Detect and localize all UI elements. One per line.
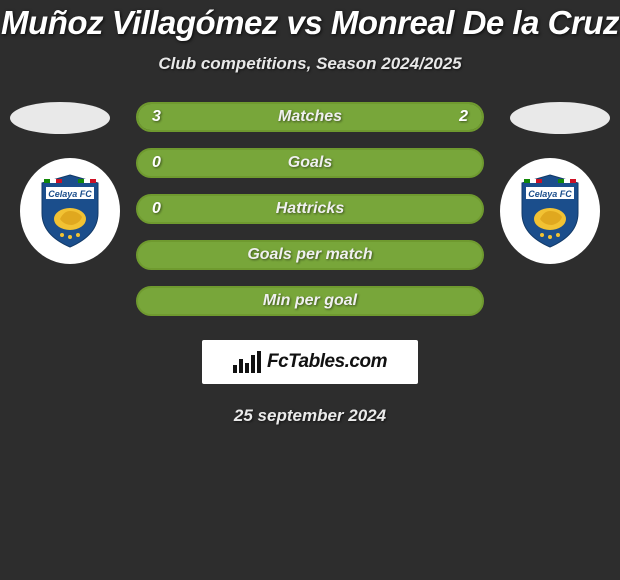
compare-area: Celaya FC: [0, 102, 620, 426]
stat-label: Goals: [288, 154, 332, 172]
stat-label: Goals per match: [247, 246, 372, 264]
stat-row-min-per-goal: Min per goal: [136, 286, 484, 316]
stat-value-right: 2: [459, 104, 468, 130]
shield-icon: Celaya FC: [38, 173, 102, 249]
svg-text:Celaya FC: Celaya FC: [48, 189, 92, 199]
stat-value-left: 3: [152, 104, 161, 130]
stat-row-matches: 3 Matches 2: [136, 102, 484, 132]
stats-list: 3 Matches 2 0 Goals 0 Hattricks Goals pe…: [136, 102, 484, 316]
stat-label: Min per goal: [263, 292, 357, 310]
stat-row-goals-per-match: Goals per match: [136, 240, 484, 270]
bar-chart-icon: [233, 351, 261, 373]
player-right-avatar-placeholder: [510, 102, 610, 134]
player-right-club-badge: Celaya FC: [500, 158, 600, 264]
stat-label: Matches: [278, 108, 342, 126]
footer-date: 25 september 2024: [0, 406, 620, 426]
stat-row-goals: 0 Goals: [136, 148, 484, 178]
shield-icon: Celaya FC: [518, 173, 582, 249]
svg-text:Celaya FC: Celaya FC: [528, 189, 572, 199]
brand-text: FcTables.com: [267, 351, 387, 373]
player-left-avatar-placeholder: [10, 102, 110, 134]
brand-logo[interactable]: FcTables.com: [202, 340, 418, 384]
badge-circle: Celaya FC: [500, 158, 600, 264]
stat-value-left: 0: [152, 196, 161, 222]
comparison-card: Muñoz Villagómez vs Monreal De la Cruz C…: [0, 0, 620, 426]
player-left-club-badge: Celaya FC: [20, 158, 120, 264]
page-title: Muñoz Villagómez vs Monreal De la Cruz: [0, 4, 620, 42]
badge-circle: Celaya FC: [20, 158, 120, 264]
stat-value-left: 0: [152, 150, 161, 176]
stat-row-hattricks: 0 Hattricks: [136, 194, 484, 224]
subtitle: Club competitions, Season 2024/2025: [0, 54, 620, 74]
stat-label: Hattricks: [276, 200, 344, 218]
